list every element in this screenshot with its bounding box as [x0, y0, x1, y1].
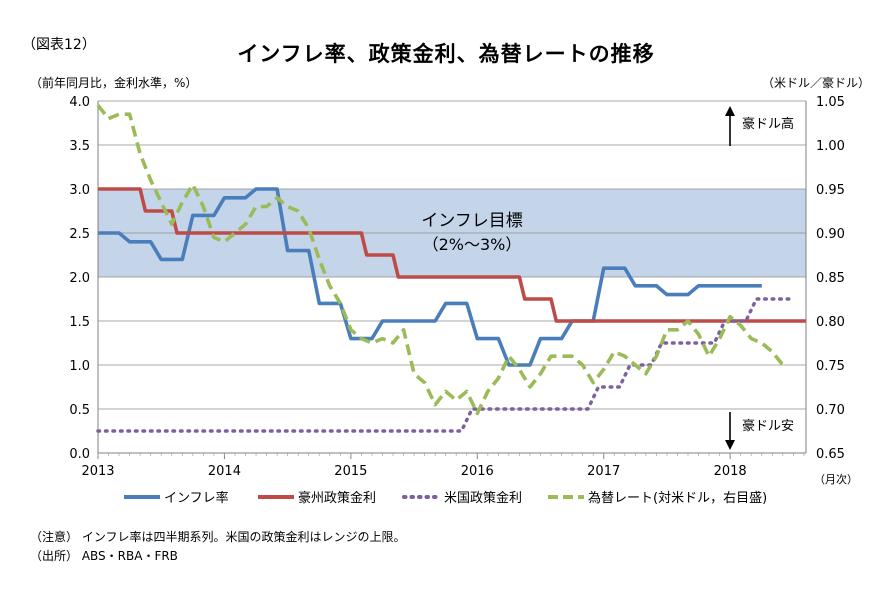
- x-tick-label: 2013: [81, 464, 114, 479]
- y-right-tick-label: 0.65: [816, 447, 845, 462]
- y-left-tick-label: 3.5: [69, 139, 90, 154]
- legend-label-4: 為替レート(対米ドル，右目盛): [588, 490, 767, 506]
- y-right-tick-label: 0.90: [816, 227, 845, 242]
- y-right-tick-label: 0.70: [816, 403, 845, 418]
- series-line-2: [98, 187, 806, 323]
- series-line-3: [96, 297, 796, 433]
- series-line-4: [96, 104, 785, 416]
- left-axis-unit-label: （前年同月比，金利水準，%）: [30, 76, 198, 90]
- note-text: （注意） インフレ率は四半期系列。米国の政策金利はレンジの上限。: [30, 530, 406, 544]
- annotation-up-label: 豪ドル高: [742, 116, 794, 132]
- x-tick-label: 2018: [714, 464, 747, 479]
- y-right-tick-label: 0.95: [816, 183, 845, 198]
- y-left-tick-label: 1.0: [69, 359, 90, 374]
- y-right-tick-label: 0.85: [816, 271, 845, 286]
- annotation-down-label: 豪ドル安: [742, 418, 794, 434]
- up-arrow-icon: [725, 106, 735, 116]
- x-tick-label: 2014: [208, 464, 241, 479]
- source-text: （出所） ABS・RBA・FRB: [30, 549, 178, 563]
- x-tick-label: 2016: [461, 464, 494, 479]
- y-right-tick-label: 1.05: [816, 95, 845, 110]
- series-line-1: [98, 187, 762, 367]
- y-left-tick-label: 0.5: [69, 403, 90, 418]
- x-tick-label: 2015: [334, 464, 367, 479]
- x-unit-label: （月次）: [814, 472, 858, 486]
- y-left-tick-label: 1.5: [69, 315, 90, 330]
- figure-label: （図表12）: [22, 37, 96, 53]
- target-band-label: インフレ目標: [421, 211, 523, 231]
- y-left-tick-label: 0.0: [69, 447, 90, 462]
- y-right-tick-label: 1.00: [816, 139, 845, 154]
- right-axis-unit-label: （米ドル／豪ドル）: [761, 76, 870, 90]
- legend-label-2: 豪州政策金利: [298, 490, 376, 506]
- down-arrow-icon: [725, 440, 735, 450]
- x-tick-label: 2017: [587, 464, 620, 479]
- legend-label-3: 米国政策金利: [444, 490, 522, 506]
- y-right-tick-label: 0.80: [816, 315, 845, 330]
- notes-block: （注意） インフレ率は四半期系列。米国の政策金利はレンジの上限。 （出所） AB…: [30, 528, 405, 566]
- y-right-tick-label: 0.75: [816, 359, 845, 374]
- chart-title: インフレ率、政策金利、為替レートの推移: [237, 42, 655, 66]
- y-left-tick-label: 2.5: [69, 227, 90, 242]
- target-band-sublabel: （2%～3%）: [423, 235, 522, 254]
- y-left-tick-label: 4.0: [69, 95, 90, 110]
- legend-label-1: インフレ率: [164, 490, 229, 506]
- y-left-tick-label: 3.0: [69, 183, 90, 198]
- y-left-tick-label: 2.0: [69, 271, 90, 286]
